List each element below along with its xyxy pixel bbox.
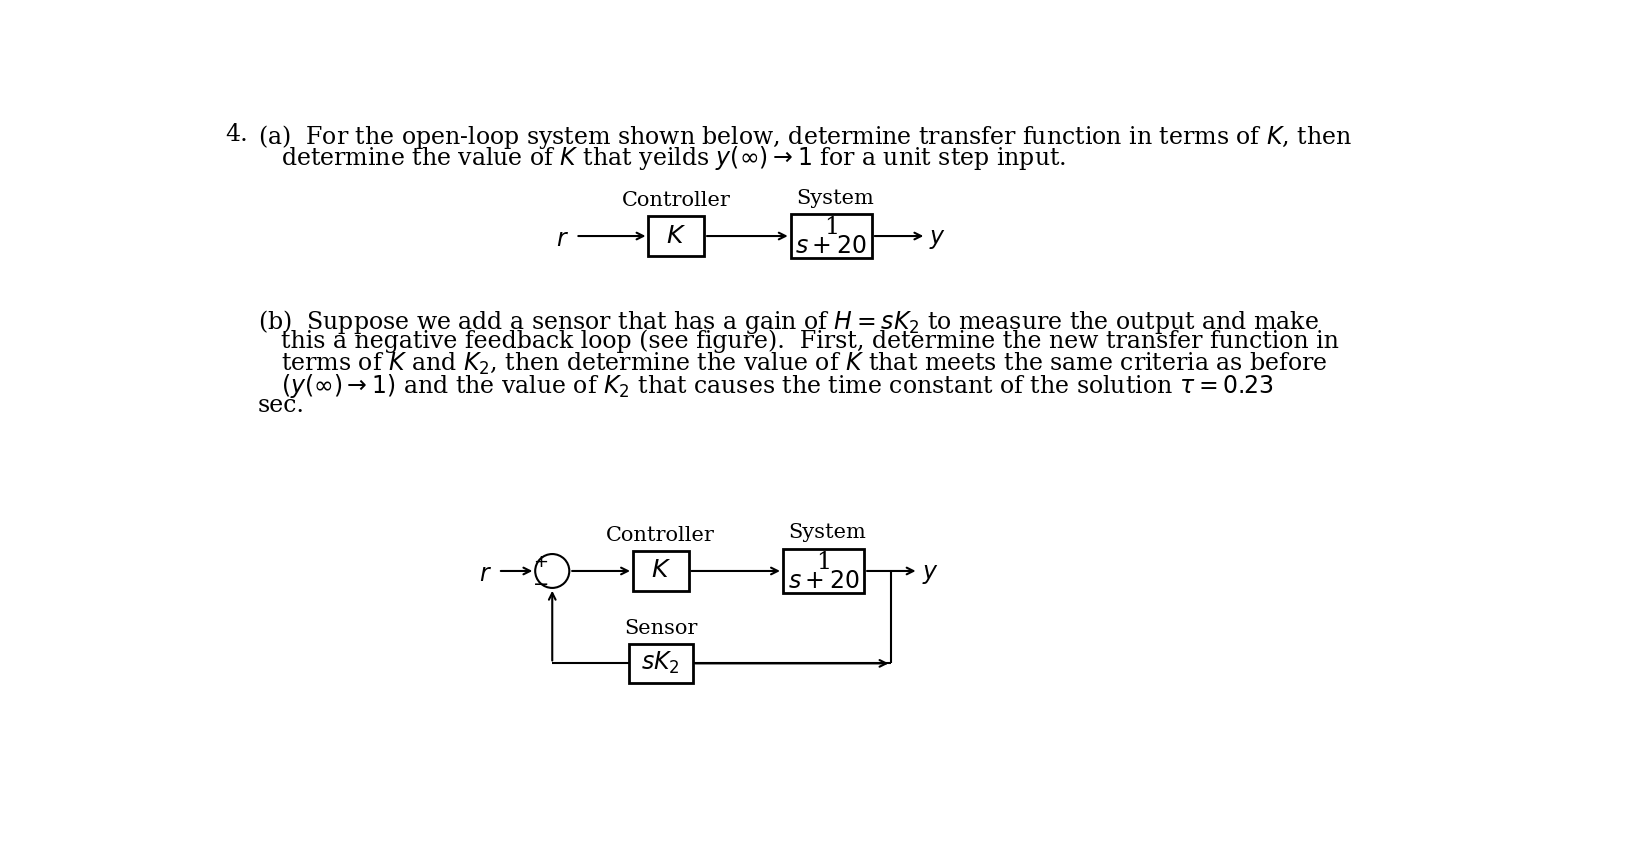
Text: $+$: $+$	[532, 553, 549, 571]
Text: $K$: $K$	[651, 560, 671, 582]
Text: Controller: Controller	[622, 191, 731, 210]
Text: Sensor: Sensor	[624, 619, 697, 638]
Bar	[791, 214, 873, 258]
Text: determine the value of $K$ that yeilds $y(\infty) \rightarrow 1$ for a unit step: determine the value of $K$ that yeilds $…	[282, 144, 1066, 172]
Bar	[783, 549, 864, 593]
Text: $r$: $r$	[557, 228, 570, 251]
Text: $sK_2$: $sK_2$	[641, 650, 681, 677]
Text: $K$: $K$	[666, 225, 687, 247]
Text: $r$: $r$	[479, 563, 492, 586]
Text: $s+20$: $s+20$	[796, 235, 868, 258]
Text: 1: 1	[816, 551, 830, 574]
Text: $y$: $y$	[930, 228, 946, 251]
Bar	[628, 644, 692, 683]
Bar	[648, 216, 705, 256]
Text: System: System	[796, 188, 874, 208]
Text: $(y(\infty) \rightarrow 1)$ and the value of $K_2$ that causes the time constant: $(y(\infty) \rightarrow 1)$ and the valu…	[282, 372, 1273, 400]
Text: $y$: $y$	[921, 563, 938, 586]
Circle shape	[536, 554, 570, 588]
Text: this a negative feedback loop (see figure).  First, determine the new transfer f: this a negative feedback loop (see figur…	[282, 329, 1338, 353]
Text: Controller: Controller	[606, 526, 715, 544]
Text: (b)  Suppose we add a sensor that has a gain of $H = sK_2$ to measure the output: (b) Suppose we add a sensor that has a g…	[257, 308, 1319, 336]
Text: $-$: $-$	[532, 574, 549, 592]
Text: terms of $K$ and $K_2$, then determine the value of $K$ that meets the same crit: terms of $K$ and $K_2$, then determine t…	[282, 351, 1328, 377]
Text: 4.: 4.	[225, 123, 247, 146]
Text: $s+20$: $s+20$	[788, 571, 860, 593]
Text: System: System	[788, 523, 866, 543]
Text: (a)  For the open-loop system shown below, determine transfer function in terms : (a) For the open-loop system shown below…	[257, 123, 1351, 151]
Bar	[633, 551, 689, 591]
Text: 1: 1	[824, 216, 838, 239]
Text: sec.: sec.	[257, 394, 304, 417]
